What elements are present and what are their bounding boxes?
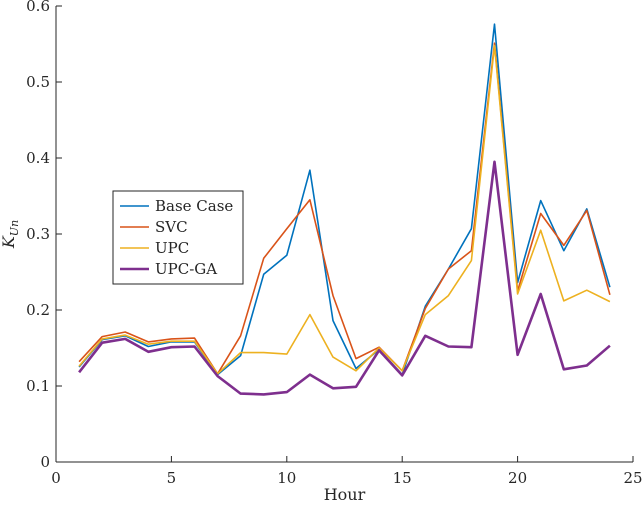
x-tick-label: 10 xyxy=(277,469,296,487)
y-tick-label: 0 xyxy=(40,453,50,471)
legend-label-base-case: Base Case xyxy=(155,197,233,215)
series-line-svc xyxy=(78,42,611,375)
y-tick-label: 0.5 xyxy=(26,73,50,91)
x-axis-title: Hour xyxy=(324,485,366,504)
x-tick-label: 5 xyxy=(167,469,177,487)
y-tick-label: 0.2 xyxy=(26,301,50,319)
x-tick-label: 20 xyxy=(508,469,527,487)
x-tick-label: 25 xyxy=(623,469,642,487)
y-tick-label: 0.3 xyxy=(26,225,50,243)
legend-label-svc: SVC xyxy=(155,218,188,236)
y-tick-label: 0.1 xyxy=(26,377,50,395)
legend: Base Case SVC UPC UPC-GA xyxy=(112,190,244,285)
series-layer xyxy=(78,23,611,396)
series-line-upc xyxy=(78,44,611,375)
y-axis-title-main: K xyxy=(0,235,18,249)
axes: 0 5 10 15 20 25 0 0.1 0.2 0.3 0.4 0.5 0.6 xyxy=(26,0,642,487)
x-tick-label: 0 xyxy=(51,469,61,487)
x-tick-label: 15 xyxy=(393,469,412,487)
y-axis-title-subscript: Un xyxy=(8,220,21,236)
legend-label-upc: UPC xyxy=(155,239,189,257)
y-axis-title: KUn xyxy=(0,220,21,249)
y-tick-label: 0.4 xyxy=(26,149,50,167)
series-line-upc-ga xyxy=(78,160,611,396)
series-line-base-case xyxy=(78,23,611,376)
legend-label-upc-ga: UPC-GA xyxy=(155,260,217,278)
y-tick-label: 0.6 xyxy=(26,0,50,15)
